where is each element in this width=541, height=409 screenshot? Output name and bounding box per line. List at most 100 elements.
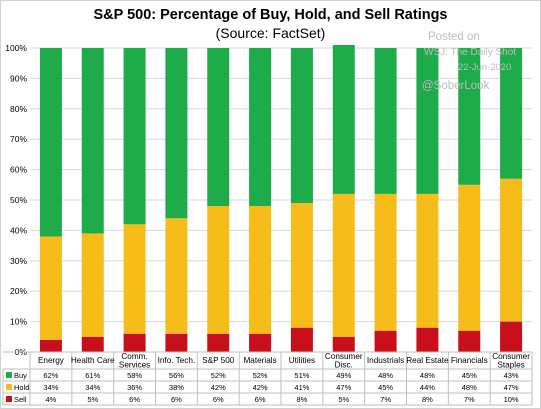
table-value-sell: 5% xyxy=(338,395,349,404)
bar-hold xyxy=(290,203,313,328)
table-value-hold: 42% xyxy=(211,383,226,392)
category-label: Info. Tech. xyxy=(158,356,196,365)
bar-sell xyxy=(81,336,104,352)
table-value-buy: 51% xyxy=(294,371,309,380)
bar-sell xyxy=(249,333,272,352)
table-value-buy: 62% xyxy=(43,371,58,380)
table-value-hold: 34% xyxy=(85,383,100,392)
bar-sell xyxy=(39,339,62,352)
bar-hold xyxy=(416,193,439,328)
legend-swatch-buy xyxy=(6,372,12,378)
table-value-sell: 8% xyxy=(296,395,307,404)
bar-sell xyxy=(458,330,481,352)
table-value-buy: 43% xyxy=(504,371,519,380)
table-value-sell: 5% xyxy=(87,395,98,404)
table-value-sell: 6% xyxy=(129,395,140,404)
category-label: Financials xyxy=(451,356,488,365)
y-tick-label: 60% xyxy=(10,165,27,175)
category-label: Energy xyxy=(38,356,65,365)
y-tick-label: 70% xyxy=(10,134,27,144)
table-value-hold: 47% xyxy=(336,383,351,392)
bar-sell xyxy=(500,321,523,352)
y-tick-label: 10% xyxy=(10,317,27,327)
y-tick-label: 30% xyxy=(10,256,27,266)
category-label: Industrials xyxy=(367,356,404,365)
table-value-buy: 58% xyxy=(127,371,142,380)
bar-hold xyxy=(207,206,230,334)
table-value-buy: 52% xyxy=(211,371,226,380)
table-value-hold: 34% xyxy=(43,383,58,392)
table-value-hold: 45% xyxy=(378,383,393,392)
bar-buy xyxy=(500,48,523,179)
table-value-buy: 56% xyxy=(169,371,184,380)
bar-sell xyxy=(374,330,397,352)
table-value-buy: 52% xyxy=(253,371,268,380)
y-tick-label: 100% xyxy=(5,43,27,53)
category-label: Materials xyxy=(243,356,276,365)
y-tick-label: 20% xyxy=(10,286,27,296)
watermark-date: 22-Jun-2020 xyxy=(458,62,512,73)
chart-subtitle: (Source: FactSet) xyxy=(215,25,326,41)
table-value-sell: 4% xyxy=(45,395,56,404)
y-tick-label: 90% xyxy=(10,73,27,83)
legend-swatch-hold xyxy=(6,384,12,390)
bar-buy xyxy=(458,48,481,185)
legend-label-hold: Hold xyxy=(14,383,29,392)
table-value-sell: 6% xyxy=(255,395,266,404)
bar-buy xyxy=(416,48,439,194)
bar-buy xyxy=(165,48,188,219)
table-value-buy: 61% xyxy=(85,371,100,380)
bar-buy xyxy=(123,48,146,225)
bar-hold xyxy=(500,178,523,322)
table-value-buy: 45% xyxy=(462,371,477,380)
category-label: Consumer xyxy=(492,352,530,361)
bar-hold xyxy=(39,236,62,340)
table-value-sell: 6% xyxy=(171,395,182,404)
bar-buy xyxy=(290,48,313,204)
category-label: S&P 500 xyxy=(202,356,235,365)
bar-sell xyxy=(123,333,146,352)
legend-label-sell: Sell xyxy=(14,395,27,404)
category-label: Services xyxy=(119,361,150,370)
table-value-hold: 47% xyxy=(504,383,519,392)
table-value-sell: 10% xyxy=(504,395,519,404)
table-value-sell: 7% xyxy=(464,395,475,404)
watermark-source: WSJ: The Daily Shot xyxy=(424,47,517,58)
category-label: Consumer xyxy=(325,352,363,361)
bar-buy xyxy=(249,48,272,207)
bar-buy xyxy=(39,48,62,237)
bar-sell xyxy=(290,327,313,352)
watermark-handle: @SoberLook xyxy=(422,80,490,92)
bar-buy xyxy=(81,48,104,234)
category-label: Real Estate xyxy=(406,356,449,365)
bar-hold xyxy=(81,233,104,337)
bar-hold xyxy=(458,184,481,331)
bar-hold xyxy=(123,224,146,334)
table-value-hold: 38% xyxy=(169,383,184,392)
chart-title: S&P 500: Percentage of Buy, Hold, and Se… xyxy=(93,7,448,23)
table-value-hold: 48% xyxy=(462,383,477,392)
table-value-buy: 49% xyxy=(336,371,351,380)
bar-hold xyxy=(332,193,355,337)
table-value-buy: 48% xyxy=(420,371,435,380)
bar-sell xyxy=(332,336,355,352)
table-value-sell: 8% xyxy=(422,395,433,404)
legend-swatch-sell xyxy=(6,396,12,402)
category-label: Utilities xyxy=(289,356,315,365)
table-value-hold: 41% xyxy=(294,383,309,392)
bar-buy xyxy=(332,44,355,194)
bar-hold xyxy=(374,193,397,331)
table-value-sell: 6% xyxy=(213,395,224,404)
bar-hold xyxy=(165,218,188,334)
bar-sell xyxy=(165,333,188,352)
table-value-hold: 42% xyxy=(253,383,268,392)
category-label: Comm. xyxy=(121,352,147,361)
bar-buy xyxy=(374,48,397,194)
table-value-hold: 44% xyxy=(420,383,435,392)
category-label: Health Care xyxy=(71,356,115,365)
table-value-hold: 36% xyxy=(127,383,142,392)
bar-hold xyxy=(249,206,272,334)
y-tick-label: 40% xyxy=(10,225,27,235)
bar-sell xyxy=(416,327,439,352)
